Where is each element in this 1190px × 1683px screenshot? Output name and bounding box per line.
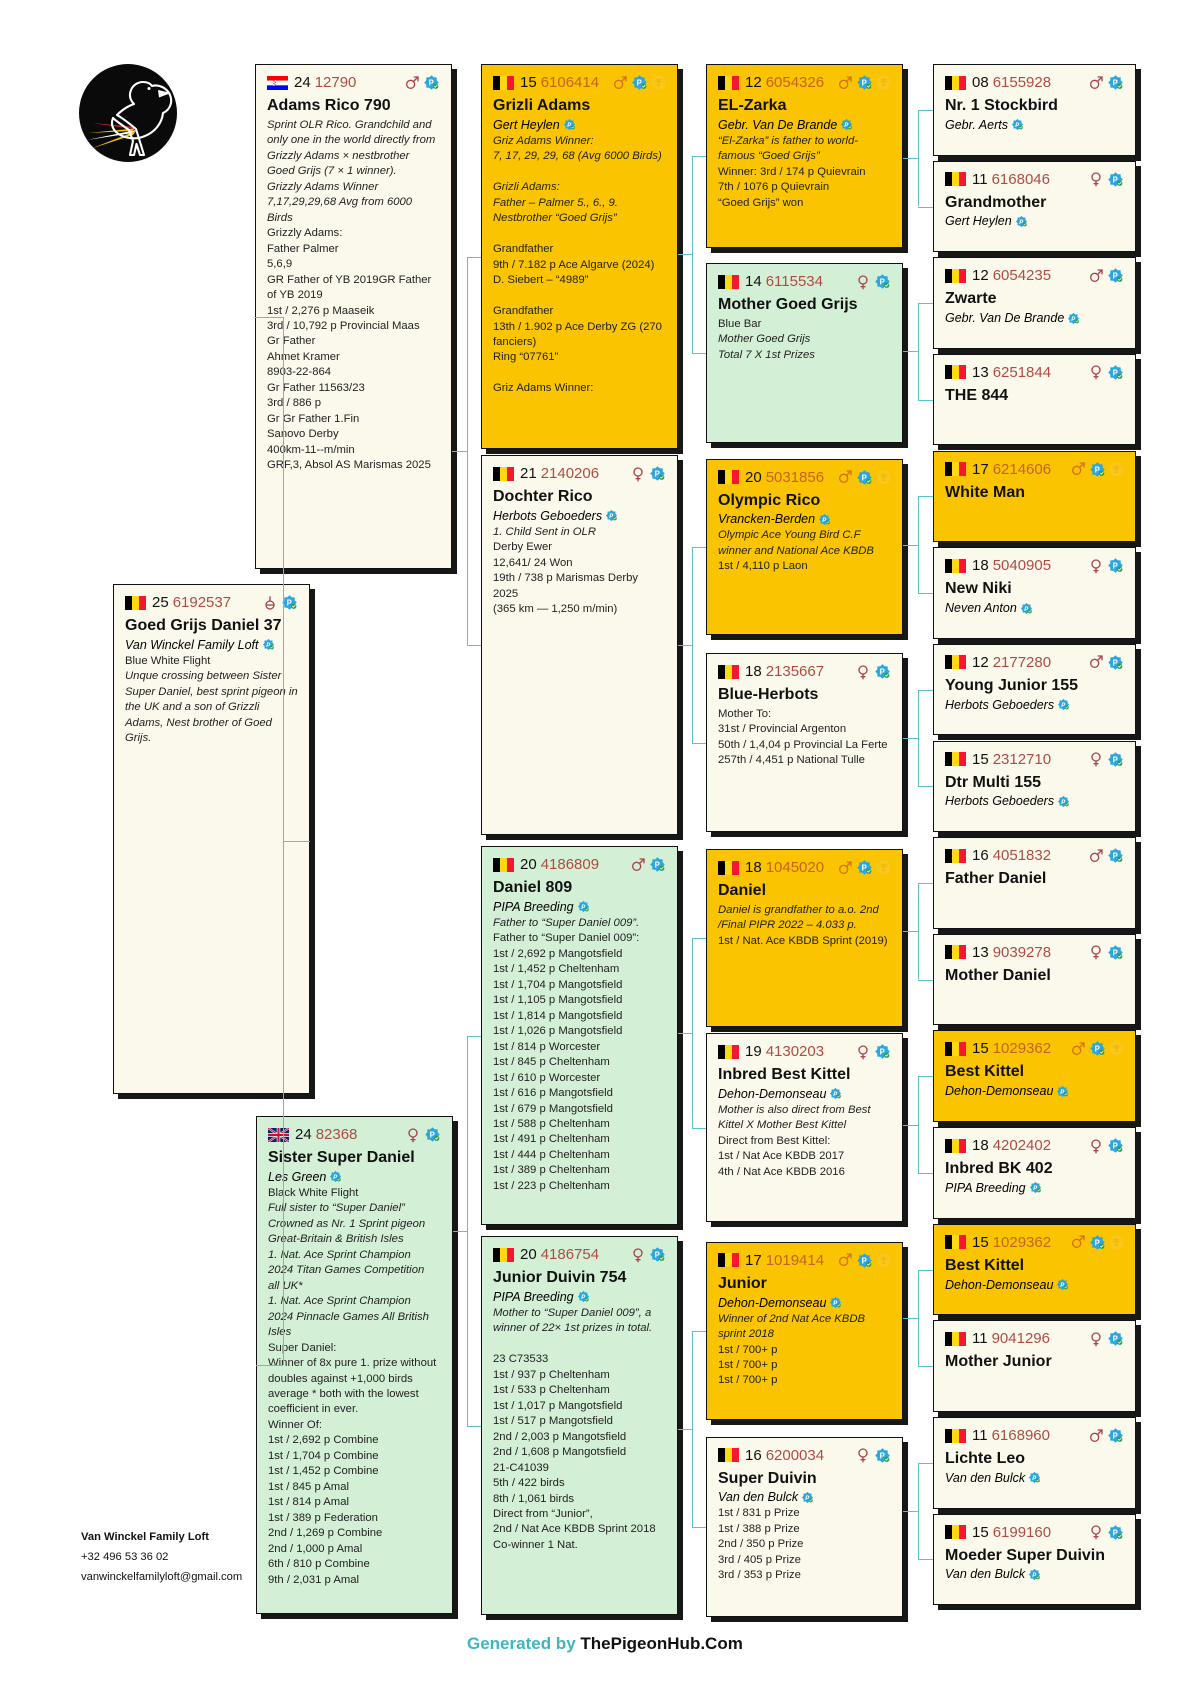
svg-text:P: P xyxy=(1113,368,1118,377)
svg-text:P: P xyxy=(1113,272,1118,281)
svg-text:P: P xyxy=(1033,1186,1037,1192)
svg-text:P: P xyxy=(1095,1045,1100,1054)
svg-text:P: P xyxy=(430,1131,435,1140)
svg-text:P: P xyxy=(581,905,585,911)
svg-text:P: P xyxy=(862,864,867,873)
svg-text:P: P xyxy=(1072,317,1076,323)
svg-text:P: P xyxy=(862,473,867,482)
svg-text:P: P xyxy=(1024,606,1028,612)
svg-text:P: P xyxy=(655,470,660,479)
svg-text:P: P xyxy=(637,79,642,88)
svg-text:P: P xyxy=(1113,175,1118,184)
svg-text:P: P xyxy=(1061,1283,1065,1289)
svg-text:P: P xyxy=(1015,123,1019,129)
svg-text:P: P xyxy=(1032,1476,1036,1482)
svg-text:P: P xyxy=(1032,1573,1036,1579)
svg-text:P: P xyxy=(1113,658,1118,667)
svg-text:P: P xyxy=(1061,800,1065,806)
svg-text:P: P xyxy=(834,1301,838,1307)
svg-text:P: P xyxy=(287,599,292,608)
svg-text:P: P xyxy=(567,123,571,129)
svg-text:P: P xyxy=(1095,465,1100,474)
svg-text:P: P xyxy=(1113,755,1118,764)
svg-text:P: P xyxy=(880,1048,885,1057)
svg-text:P: P xyxy=(1113,1142,1118,1151)
svg-text:P: P xyxy=(1113,948,1118,957)
svg-text:P: P xyxy=(1061,1090,1065,1096)
svg-text:P: P xyxy=(1095,1238,1100,1247)
svg-text:P: P xyxy=(862,1256,867,1265)
svg-text:P: P xyxy=(805,1496,809,1502)
svg-text:P: P xyxy=(1113,1432,1118,1441)
svg-text:P: P xyxy=(880,278,885,287)
svg-text:P: P xyxy=(880,1451,885,1460)
svg-text:P: P xyxy=(581,1295,585,1301)
svg-text:P: P xyxy=(655,861,660,870)
svg-text:P: P xyxy=(655,1251,660,1260)
svg-text:P: P xyxy=(1061,703,1065,709)
svg-text:P: P xyxy=(880,668,885,677)
svg-text:P: P xyxy=(334,1175,338,1181)
svg-text:P: P xyxy=(1113,562,1118,571)
svg-text:P: P xyxy=(266,643,270,649)
svg-text:P: P xyxy=(1113,1335,1118,1344)
svg-text:P: P xyxy=(609,514,613,520)
svg-text:P: P xyxy=(1113,79,1118,88)
svg-text:P: P xyxy=(429,79,434,88)
svg-text:P: P xyxy=(1113,1528,1118,1537)
svg-text:P: P xyxy=(845,123,849,129)
svg-text:P: P xyxy=(1113,852,1118,861)
svg-text:P: P xyxy=(862,79,867,88)
svg-text:P: P xyxy=(834,1092,838,1098)
svg-text:P: P xyxy=(1019,220,1023,226)
svg-text:P: P xyxy=(822,518,826,524)
